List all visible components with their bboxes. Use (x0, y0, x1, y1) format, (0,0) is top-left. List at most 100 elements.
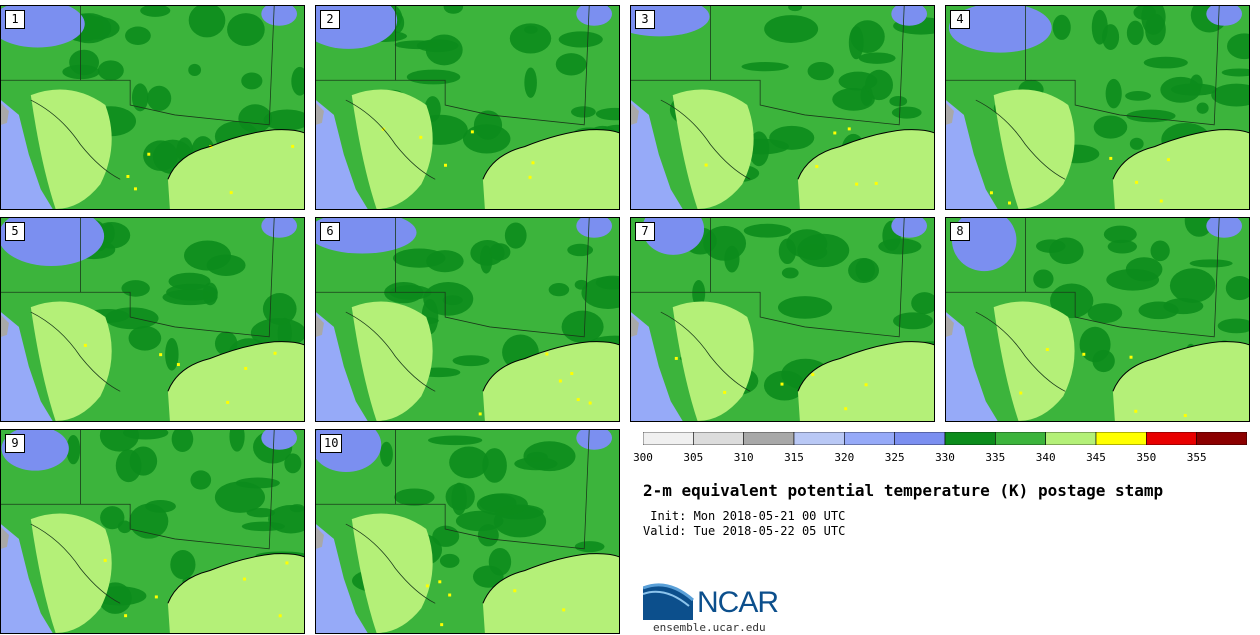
dark-patch (100, 506, 125, 530)
dark-patch (214, 481, 265, 513)
gray-patch (631, 315, 639, 337)
dark-patch (1143, 56, 1188, 69)
dark-patch (289, 504, 304, 513)
website-link[interactable]: ensemble.ucar.edu (653, 621, 766, 634)
state-border (1025, 6, 1220, 126)
colorbar-tick-350: 350 (1136, 451, 1157, 464)
yellow-speck (588, 401, 592, 405)
cool-blob (261, 218, 298, 238)
yellow-speck (723, 390, 727, 394)
stamp-panel-2: 2 (315, 5, 620, 210)
dark-patch (555, 53, 587, 76)
warm-tongue (351, 89, 433, 209)
coastline (482, 129, 619, 180)
yellow-speck (562, 608, 566, 612)
stamp-map-7 (631, 218, 934, 421)
state-border (946, 79, 1066, 180)
yellow-speck (847, 127, 851, 131)
cool-blob (261, 430, 298, 450)
yellow-speck (440, 623, 444, 627)
warm-tongue (351, 301, 433, 421)
pacific-region (316, 100, 368, 209)
dark-patch (524, 67, 537, 98)
state-border (1025, 218, 1220, 338)
gray-patch (316, 103, 324, 125)
dark-patch (131, 83, 149, 112)
yellow-speck (674, 356, 678, 360)
coastline (167, 341, 304, 392)
dark-patch (1225, 276, 1249, 301)
warm-tongue (30, 301, 112, 421)
dark-patch (1221, 68, 1249, 77)
gulf-region (167, 341, 304, 421)
dark-patch (911, 292, 934, 315)
dark-patch (227, 13, 265, 47)
yellow-speck (989, 191, 993, 195)
pacific-region (946, 312, 998, 421)
dark-patch (455, 510, 504, 532)
dark-patch (1184, 218, 1214, 237)
cool-blob (891, 218, 928, 238)
plot-title: 2-m equivalent potential temperature (K)… (643, 481, 1164, 500)
pacific-region (946, 100, 998, 209)
pacific-region (631, 312, 683, 421)
colorbar-swatch-6 (944, 432, 996, 445)
dark-patch (743, 223, 792, 238)
gulf-region (797, 129, 934, 209)
colorbar-tick-355: 355 (1186, 451, 1207, 464)
pacific-region (1, 312, 53, 421)
yellow-speck (576, 398, 580, 402)
yellow-speck (1135, 180, 1139, 184)
state-border (631, 79, 751, 180)
yellow-speck (285, 561, 289, 565)
pacific-region (631, 100, 683, 209)
dark-patch (115, 449, 142, 483)
dark-patch (850, 20, 885, 53)
dark-patch (724, 245, 740, 273)
yellow-speck (1008, 201, 1011, 205)
dark-patch (548, 283, 570, 297)
dark-patch (439, 553, 460, 568)
dark-patch (832, 87, 875, 111)
dark-patch (165, 338, 179, 371)
colorbar-tick-345: 345 (1086, 451, 1106, 464)
gray-patch (946, 315, 954, 337)
dark-patch (445, 483, 475, 511)
dark-patch (262, 293, 297, 325)
dark-patch (1227, 33, 1249, 60)
stamp-panel-9: 9 (0, 429, 305, 634)
dark-patch (893, 312, 934, 330)
gulf-region (167, 129, 304, 209)
dark-patch (472, 565, 504, 588)
dark-patch (1093, 115, 1128, 139)
yellow-speck (1166, 158, 1170, 162)
dark-patch (574, 279, 589, 290)
dark-patch (425, 34, 463, 66)
gulf-region (797, 341, 934, 421)
dark-patch (889, 96, 908, 107)
dark-patch (1102, 24, 1120, 51)
yellow-speck (1159, 199, 1163, 203)
dark-patch (777, 296, 833, 319)
yellow-speck (1082, 352, 1086, 356)
state-border (1, 503, 121, 604)
yellow-speck (103, 558, 107, 562)
yellow-speck (147, 152, 151, 156)
stamp-panel-3: 3 (630, 5, 935, 210)
yellow-speck (864, 383, 868, 387)
coastline (167, 553, 304, 604)
warm-tongue (351, 513, 433, 633)
dark-patch (171, 430, 194, 453)
dark-patch (291, 66, 304, 96)
dark-patch (561, 310, 604, 344)
colorbar-tick-340: 340 (1035, 451, 1056, 464)
coastline (797, 341, 934, 392)
dark-patch (797, 233, 850, 268)
dark-patch (1141, 6, 1166, 35)
pacific-region (1, 100, 53, 209)
cool-blob (948, 6, 1052, 53)
dark-patch (97, 60, 124, 81)
pacific-region (1, 524, 53, 633)
dark-patch (452, 355, 490, 367)
colorbar-tick-305: 305 (683, 451, 704, 464)
